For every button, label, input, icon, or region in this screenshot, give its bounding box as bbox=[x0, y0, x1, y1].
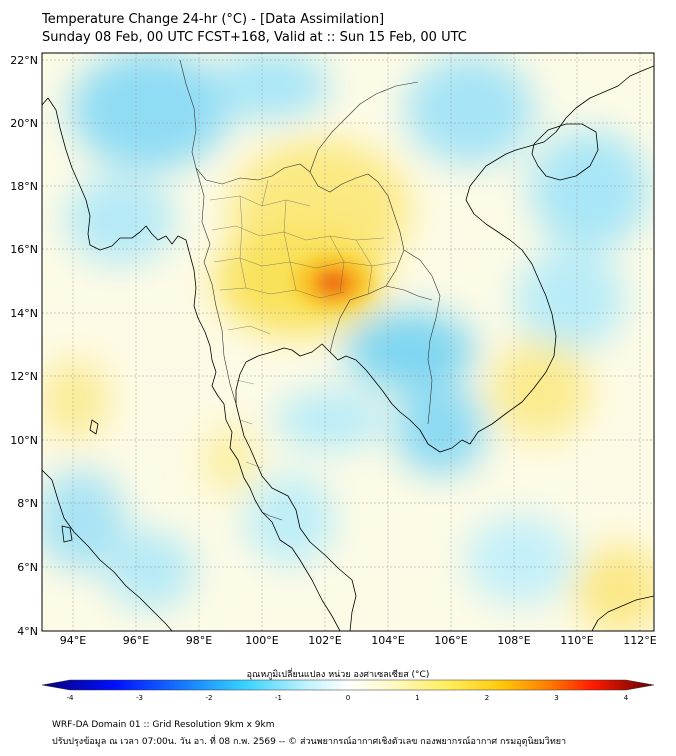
field-cool-sumatra-north bbox=[105, 530, 195, 610]
coastline-hainan bbox=[531, 123, 599, 181]
footer-model-info: WRF-DA Domain 01 :: Grid Resolution 9km … bbox=[52, 720, 275, 730]
lat-label-12: 12°N bbox=[10, 370, 38, 383]
lat-label-18: 18°N bbox=[10, 180, 38, 193]
field-cool-east-sea-north bbox=[515, 250, 625, 350]
footer-update-info: ปรับปรุงข้อมูล ณ เวลา 07:00น. วัน อา. ที… bbox=[52, 737, 567, 747]
border-laos-china bbox=[309, 81, 419, 173]
colorbar-tick-2: 2 bbox=[485, 694, 489, 700]
colorbar-tick-neg2: -2 bbox=[206, 694, 213, 700]
field-cool-gulf-of-tonkin bbox=[530, 130, 650, 250]
field-cool-north-myanmar bbox=[70, 53, 230, 170]
border-cambodia-laos bbox=[385, 285, 433, 301]
lon-label-106: 106°E bbox=[434, 634, 467, 647]
lat-label-22: 22°N bbox=[10, 54, 38, 67]
graticule bbox=[42, 53, 654, 631]
field-warm-central-andaman bbox=[42, 360, 110, 440]
field-warm-east-vietnam-sea bbox=[490, 340, 590, 440]
coastline-mainland-east bbox=[235, 65, 654, 631]
temperature-change-map: 22°N 20°N 18°N 16°N 14°N 12°N 10°N 8°N 6… bbox=[10, 52, 657, 700]
lon-label-112: 112°E bbox=[623, 634, 656, 647]
lon-label-108: 108°E bbox=[497, 634, 530, 647]
colorbar-tick-1: 1 bbox=[415, 694, 419, 700]
field-cool-south-vietnam bbox=[395, 385, 485, 475]
colorbar-bar bbox=[41, 679, 655, 691]
coastline-andaman-peninsula-west bbox=[42, 97, 341, 631]
field-cool-gulf-of-thailand bbox=[275, 390, 385, 450]
colorbar-tick-neg3: -3 bbox=[136, 694, 143, 700]
coastline-nicobar-islands bbox=[61, 525, 73, 543]
lat-label-4: 4°N bbox=[17, 625, 38, 638]
lat-label-8: 8°N bbox=[17, 497, 38, 510]
lon-label-104: 104°E bbox=[371, 634, 404, 647]
lon-label-110: 110°E bbox=[560, 634, 593, 647]
field-cool-cambodia bbox=[345, 310, 475, 390]
country-borders bbox=[179, 59, 441, 521]
coastlines bbox=[42, 65, 654, 631]
field-cool-north-vietnam bbox=[405, 55, 535, 165]
colorbar-label: อุณหภูมิเปลี่ยนแปลง หน่วย องศาเซลเซียส (… bbox=[246, 670, 430, 680]
border-thailand-myanmar-west bbox=[195, 167, 237, 405]
lat-label-14: 14°N bbox=[10, 307, 38, 320]
lon-label-98: 98°E bbox=[186, 634, 212, 647]
lat-label-6: 6°N bbox=[17, 561, 38, 574]
map-title: Temperature Change 24-hr (°C) - [Data As… bbox=[42, 12, 385, 27]
lat-label-10: 10°N bbox=[10, 434, 38, 447]
colorbar-tick-neg4: -4 bbox=[67, 694, 75, 700]
temperature-hotspot bbox=[293, 254, 373, 310]
map-subtitle: Sunday 08 Feb, 00 UTC FCST+168, Valid at… bbox=[42, 30, 467, 45]
field-warm-southern-peninsula bbox=[205, 425, 255, 495]
field-cool-bay-of-bengal bbox=[65, 175, 175, 265]
field-warm-south-china-sea-south bbox=[575, 545, 654, 631]
border-thailand-malaysia bbox=[261, 511, 283, 521]
coastline-andaman-islands bbox=[89, 419, 99, 435]
colorbar-tick-0: 0 bbox=[346, 694, 350, 700]
province-boundaries bbox=[209, 179, 397, 469]
colorbar: -4 -3 -2 -1 0 1 2 3 4 bbox=[41, 679, 655, 700]
lon-label-96: 96°E bbox=[123, 634, 149, 647]
lat-label-16: 16°N bbox=[10, 243, 38, 256]
field-cool-andaman-south bbox=[42, 470, 125, 570]
coastline-borneo-north bbox=[591, 595, 654, 631]
field-cool-north-central bbox=[210, 53, 330, 120]
colorbar-tick-3: 3 bbox=[554, 694, 558, 700]
map-frame bbox=[41, 52, 655, 632]
border-laos-vietnam bbox=[403, 249, 441, 425]
lon-label-100: 100°E bbox=[245, 634, 278, 647]
lon-label-102: 102°E bbox=[308, 634, 341, 647]
coastline-sumatra-north bbox=[42, 469, 173, 631]
field-cool-south-sea bbox=[465, 515, 575, 605]
colorbar-tick-neg1: -1 bbox=[275, 694, 282, 700]
colorbar-tick-4: 4 bbox=[624, 694, 629, 700]
lon-label-94: 94°E bbox=[60, 634, 86, 647]
field-hot-peak bbox=[323, 275, 343, 291]
field-cool-malaysia bbox=[245, 475, 335, 565]
lat-label-20: 20°N bbox=[10, 117, 38, 130]
